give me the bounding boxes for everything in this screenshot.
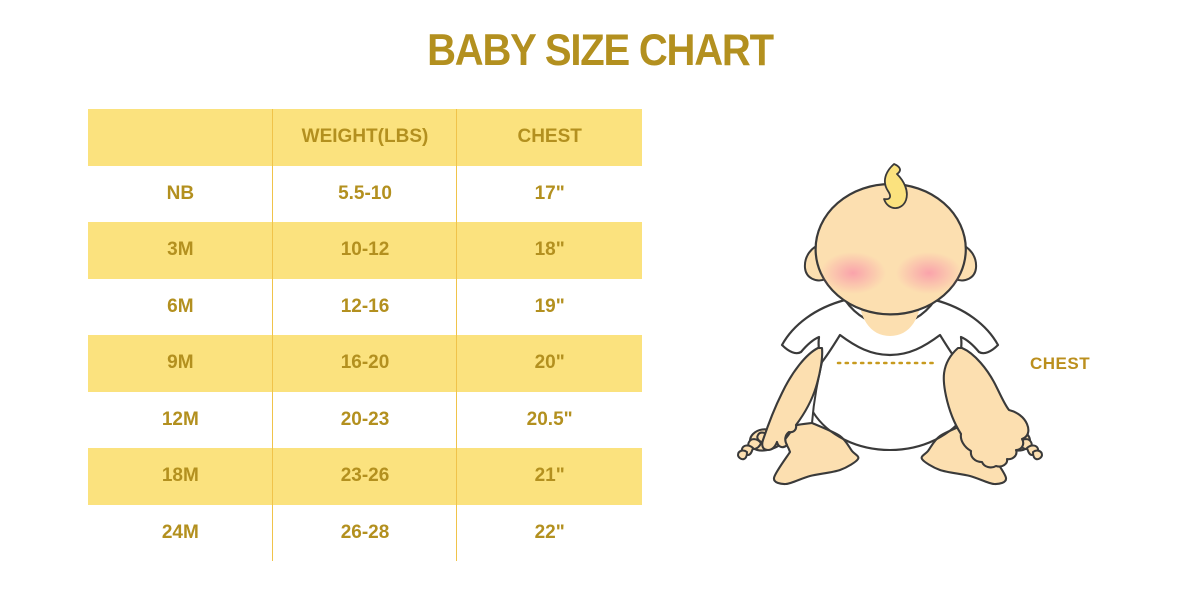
svg-text:CHEST: CHEST — [1030, 354, 1090, 373]
